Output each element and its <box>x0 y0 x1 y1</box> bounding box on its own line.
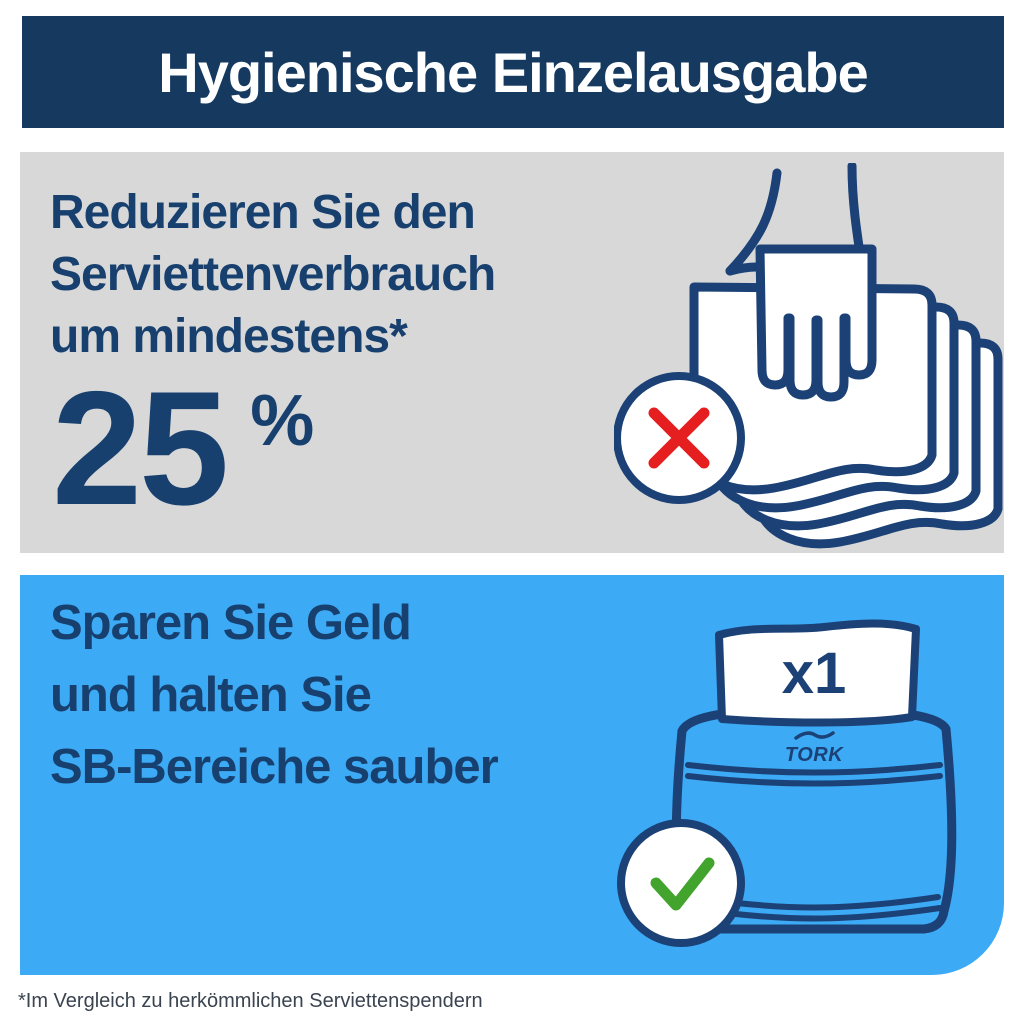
headline-line-1: Reduzieren Sie den <box>50 186 476 239</box>
save-section: Sparen Sie Geld und halten Sie SB-Bereic… <box>20 575 1004 975</box>
green-check-icon <box>617 819 745 947</box>
red-x-icon <box>614 372 745 504</box>
headline-line-3: SB-Bereiche sauber <box>50 740 499 794</box>
napkin-dispenser-icon: x1 TORK <box>617 619 957 947</box>
headline-line-2: und halten Sie <box>50 668 372 722</box>
header-banner: Hygienische Einzelausgabe <box>22 16 1004 128</box>
save-headline: Sparen Sie Geld und halten Sie SB-Bereic… <box>50 587 499 803</box>
reduce-headline: Reduzieren Sie den Serviettenverbrauch u… <box>50 182 496 368</box>
napkin-count-label: x1 <box>782 641 847 706</box>
footnote: *Im Vergleich zu herkömmlichen Serviette… <box>18 990 483 1012</box>
napkin-x1: x1 <box>715 619 920 727</box>
stat-unit: % <box>250 381 315 461</box>
tork-logo-text: TORK <box>785 744 844 766</box>
percentage-stat: 25 % <box>52 358 315 539</box>
hand-grabbing-napkins-icon <box>614 163 1003 549</box>
banner-title: Hygienische Einzelausgabe <box>158 40 868 104</box>
reduce-section: Reduzieren Sie den Serviettenverbrauch u… <box>20 152 1004 553</box>
hand-palm-fingers <box>755 244 877 402</box>
tork-logo: TORK <box>785 731 844 766</box>
stat-value: 25 <box>52 358 229 539</box>
headline-line-1: Sparen Sie Geld <box>50 596 412 650</box>
headline-line-3: um mindestens* <box>50 310 408 363</box>
headline-line-2: Serviettenverbrauch <box>50 248 496 301</box>
